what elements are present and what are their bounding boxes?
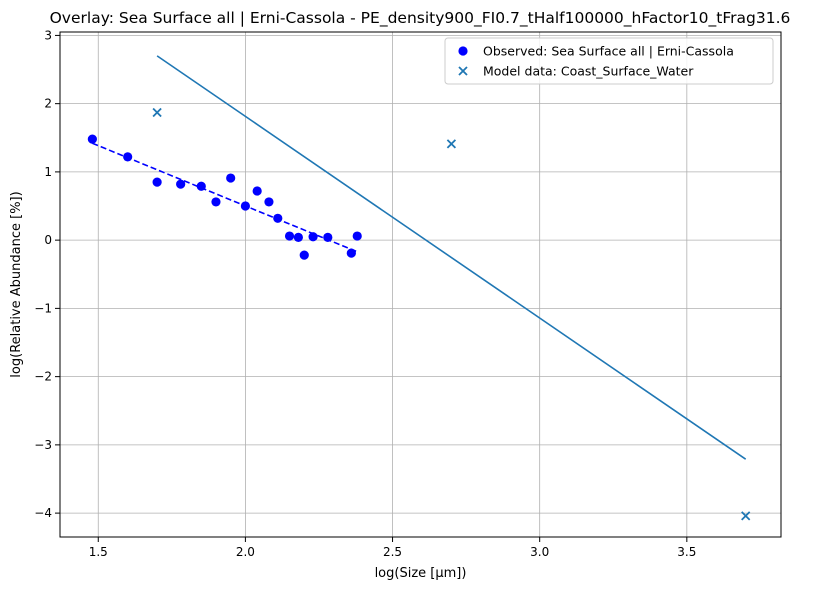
legend: Observed: Sea Surface all | Erni-Cassola…: [444, 37, 774, 85]
observed-point: [323, 232, 333, 243]
plot-frame: [59, 31, 782, 538]
y-tick-label: 2: [44, 97, 52, 111]
x-tick-label: 3.0: [530, 545, 549, 559]
grid: [60, 32, 781, 537]
model-fit-line: [156, 55, 747, 460]
axis-ticks: 1.5 2.0 2.5 3.0 3.5 −4 −3 −2 −1 0 1 2 3: [34, 28, 696, 559]
observed-point: [308, 232, 318, 242]
y-tick-label: 1: [44, 165, 52, 179]
x-axis-label: log(Size [μm]): [375, 566, 467, 581]
observed-point: [152, 177, 162, 187]
observed-point: [176, 179, 186, 189]
y-tick-label: −1: [34, 301, 52, 315]
legend-marker: [458, 66, 468, 76]
x-tick-label: 2.5: [383, 545, 402, 559]
legend-label: Observed: Sea Surface all | Erni-Cassola: [483, 44, 734, 59]
observed-point: [87, 134, 97, 144]
observed-point: [273, 213, 283, 223]
y-tick-label: −2: [34, 370, 52, 384]
x-tick-label: 1.5: [89, 545, 108, 559]
observed-point: [264, 197, 274, 207]
model-point: [446, 139, 457, 149]
observed-point: [299, 250, 309, 260]
observed-point: [123, 152, 133, 162]
plot-area: [87, 55, 751, 521]
observed-point: [211, 197, 221, 207]
observed-point: [196, 181, 206, 191]
chart-title: Overlay: Sea Surface all | Erni-Cassola …: [50, 9, 791, 28]
observed-point: [346, 248, 356, 258]
observed-point: [240, 201, 250, 211]
model-point: [741, 511, 751, 521]
y-tick-label: 3: [44, 28, 52, 42]
x-tick-label: 3.5: [677, 545, 696, 559]
legend-label: Model data: Coast_Surface_Water: [483, 64, 694, 79]
legend-box: [444, 37, 774, 85]
x-tick-label: 2.0: [236, 545, 255, 559]
observed-point: [226, 173, 236, 183]
observed-point: [293, 232, 303, 243]
observed-point: [284, 231, 295, 241]
y-tick-label: −3: [34, 438, 52, 452]
model-point: [152, 107, 162, 118]
y-axis-label: log(Relative Abundance [%]): [9, 191, 24, 377]
y-tick-label: −4: [34, 506, 52, 520]
observed-point: [352, 231, 362, 241]
observed-point: [252, 186, 262, 196]
y-tick-label: 0: [44, 233, 52, 247]
legend-marker: [458, 46, 468, 56]
